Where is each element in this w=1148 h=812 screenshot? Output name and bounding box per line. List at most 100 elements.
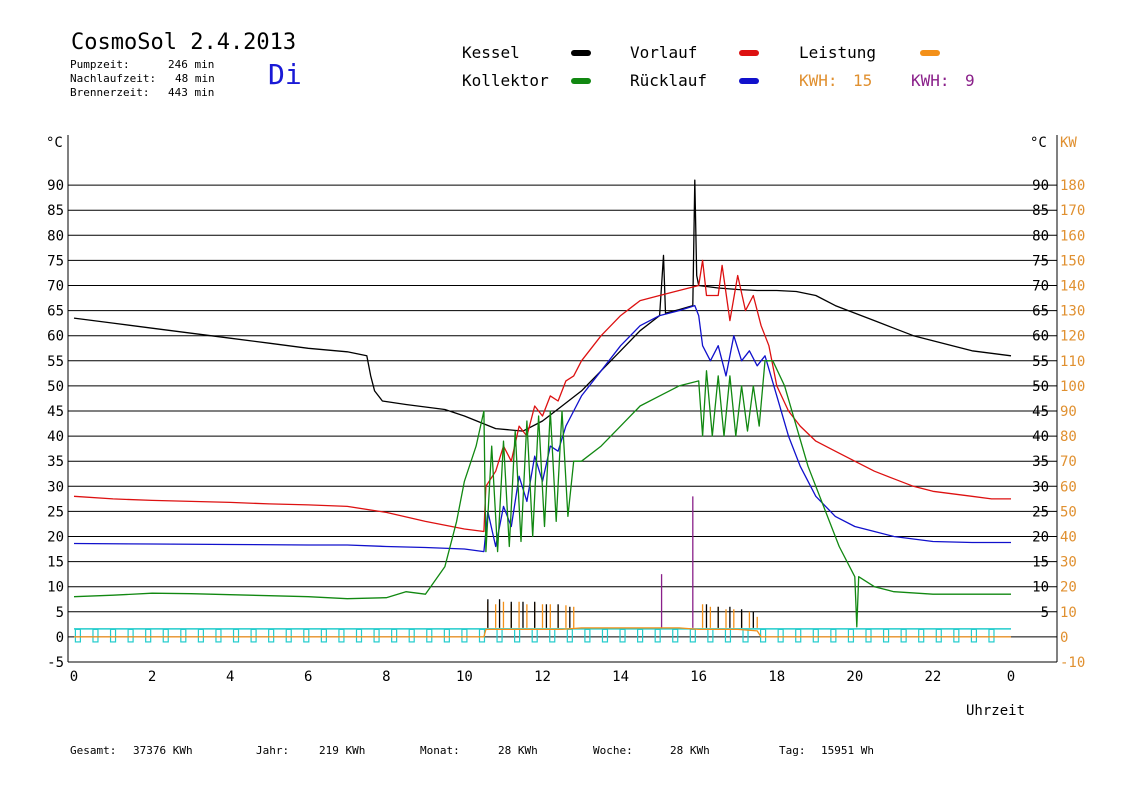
y-tick-left-15: 15 (47, 555, 64, 571)
pump-mark (215, 628, 222, 643)
series-kessel (73, 179, 1012, 432)
y-tick-right-30: 30 (1032, 479, 1049, 495)
pump-mark (637, 628, 644, 643)
y-tick-left-45: 45 (47, 404, 64, 420)
legend-ruecklauf-swatch (739, 78, 759, 84)
y-tick-right-20: 20 (1032, 530, 1049, 546)
y-tick-kw-100: 100 (1060, 379, 1085, 395)
legend-leistung-swatch (920, 50, 940, 56)
footer-jahr-label: Jahr: (256, 744, 290, 757)
pump-mark (514, 628, 521, 643)
y-tick-kw-0: 0 (1060, 630, 1068, 646)
pump-mark (145, 628, 152, 643)
x-tick-20: 20 (846, 669, 863, 685)
y-tick-left--5: -5 (47, 655, 64, 671)
pump-mark (531, 628, 538, 643)
y-tick-right-10: 10 (1032, 580, 1049, 596)
pump-mark (92, 628, 99, 643)
y-tick-right-5: 5 (1041, 605, 1049, 621)
legend-ruecklauf-label: Rücklauf (630, 71, 708, 90)
y-tick-kw-30: 30 (1060, 555, 1077, 571)
pump-mark (601, 628, 609, 643)
y-tick-right-50: 50 (1032, 379, 1049, 395)
pump-mark (707, 628, 714, 643)
footer-tag-label: Tag: (779, 744, 806, 757)
pump-mark (672, 628, 679, 643)
pump-mark (812, 628, 819, 643)
legend-kwh1-value: 15 (853, 71, 873, 90)
y-tick-kw-180: 180 (1060, 178, 1085, 194)
x-axis-label: Uhrzeit (966, 703, 1025, 719)
x-tick-0: 0 (70, 669, 78, 685)
y-tick-left-80: 80 (47, 228, 64, 244)
x-tick-6: 6 (304, 669, 312, 685)
series-kollektor (73, 360, 1011, 628)
pump-mark (74, 628, 82, 643)
y-tick-left-10: 10 (47, 580, 64, 596)
y-tick-kw-20: 20 (1060, 580, 1077, 596)
x-tick-8: 8 (382, 669, 390, 685)
pump-mark (408, 628, 415, 643)
y-tick-left-5: 5 (56, 605, 64, 621)
pump-mark (795, 628, 802, 643)
chart-title: CosmoSol 2.4.2013 (71, 30, 297, 55)
y-tick-kw-80: 80 (1060, 429, 1077, 445)
pump-mark (197, 628, 204, 643)
pump-mark (777, 628, 784, 643)
y-tick-left-20: 20 (47, 530, 64, 546)
footer-woche-label: Woche: (593, 744, 633, 757)
y-tick-left-90: 90 (47, 178, 64, 194)
stat-brennerzeit-label: Brennerzeit: (70, 86, 150, 99)
pump-mark (426, 628, 433, 643)
pump-mark (988, 628, 995, 643)
pump-mark (865, 628, 872, 643)
y-tick-right-70: 70 (1032, 279, 1049, 295)
y-tick-right-35: 35 (1032, 454, 1049, 470)
y-axis-right-temp-label: °C (1030, 135, 1047, 151)
pump-mark (918, 628, 925, 643)
pump-mark (953, 628, 960, 643)
footer-jahr-value: 219 KWh (319, 744, 366, 757)
pump-mark (654, 628, 661, 643)
series-ruecklauf (73, 304, 1011, 553)
y-tick-left-70: 70 (47, 279, 64, 295)
y-tick-left-0: 0 (56, 630, 64, 646)
y-axis-right-kw-label: KW (1060, 135, 1077, 151)
stat-brennerzeit-value: 443 min (168, 86, 215, 99)
y-tick-kw-170: 170 (1060, 203, 1085, 219)
pump-mark (303, 628, 310, 643)
footer-monat-label: Monat: (420, 744, 460, 757)
axes: -505101520253035404550556065707580859051… (47, 135, 1085, 685)
pump-mark (724, 628, 732, 643)
pump-mark (373, 628, 380, 643)
legend-vorlauf-label: Vorlauf (630, 43, 698, 62)
pump-mark (566, 628, 573, 643)
y-tick-right-40: 40 (1032, 429, 1049, 445)
y-tick-right-55: 55 (1032, 354, 1049, 370)
y-tick-kw-70: 70 (1060, 454, 1077, 470)
y-tick-left-55: 55 (47, 354, 64, 370)
pump-mark (285, 628, 292, 643)
pump-mark (268, 628, 275, 643)
y-axis-left-label: °C (46, 135, 63, 151)
pump-mark (847, 628, 855, 643)
legend-leistung-label: Leistung (799, 43, 877, 62)
x-tick-22: 22 (924, 669, 941, 685)
y-tick-right-65: 65 (1032, 304, 1049, 320)
x-tick-2: 2 (148, 669, 156, 685)
x-tick-4: 4 (226, 669, 234, 685)
pump-mark (162, 628, 169, 643)
series-leistung (74, 627, 1011, 638)
pump-mark (882, 628, 890, 643)
y-tick-kw-60: 60 (1060, 479, 1077, 495)
pump-mark (830, 628, 837, 643)
y-tick-left-60: 60 (47, 329, 64, 345)
legend-kwh1-label: KWH: (799, 71, 838, 90)
footer-gesamt-value: 37376 KWh (133, 744, 193, 757)
x-tick-12: 12 (534, 669, 551, 685)
pump-mark (549, 628, 556, 643)
stat-pumpzeit-value: 246 min (168, 58, 215, 71)
footer-tag-value: 15951 Wh (821, 744, 874, 757)
pump-mark (109, 628, 117, 643)
